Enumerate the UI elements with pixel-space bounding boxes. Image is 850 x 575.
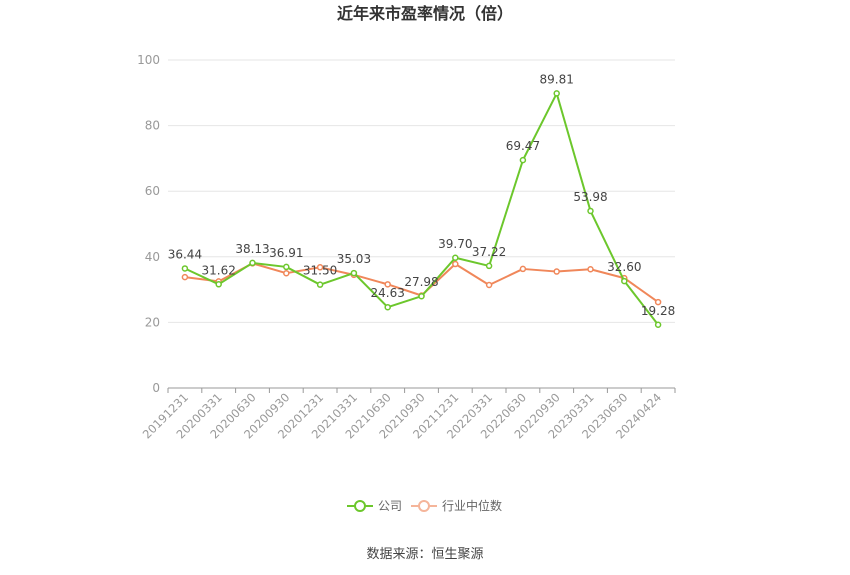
data-label: 89.81 <box>540 72 574 86</box>
data-label: 38.13 <box>235 242 269 256</box>
x-axis <box>167 387 676 393</box>
data-label: 31.50 <box>303 264 337 278</box>
data-point[interactable] <box>485 281 493 289</box>
data-label: 31.62 <box>202 263 236 277</box>
data-label: 36.91 <box>269 246 303 260</box>
data-point[interactable] <box>452 254 459 262</box>
data-point[interactable] <box>181 273 189 281</box>
data-label: 35.03 <box>337 252 371 266</box>
data-label: 32.60 <box>607 260 641 274</box>
data-label: 27.98 <box>404 275 438 289</box>
data-label: 36.44 <box>168 247 202 261</box>
data-point[interactable] <box>485 262 493 270</box>
data-point[interactable] <box>621 277 628 285</box>
y-tick-label: 100 <box>137 53 160 67</box>
series-lines <box>181 90 662 329</box>
y-tick-label: 60 <box>145 184 160 198</box>
data-label: 39.70 <box>438 237 472 251</box>
legend-label-company: 公司 <box>378 499 402 513</box>
data-point[interactable] <box>384 281 391 288</box>
data-point[interactable] <box>553 90 560 97</box>
y-tick-label: 40 <box>145 250 160 264</box>
data-point[interactable] <box>316 281 324 288</box>
legend-item-industry-median[interactable]: 行业中位数 <box>411 498 502 513</box>
data-point[interactable] <box>553 268 560 275</box>
data-point[interactable] <box>654 298 662 306</box>
data-point[interactable] <box>519 265 527 273</box>
data-label: 53.98 <box>573 190 607 204</box>
data-point[interactable] <box>249 259 256 267</box>
x-axis-ticks: 2019123120200331202006302020093020201231… <box>140 390 664 441</box>
data-point[interactable] <box>452 260 459 268</box>
y-axis-ticks: 0 20 40 60 80 100 <box>137 53 160 395</box>
series-line-0 <box>184 92 659 326</box>
y-tick-label: 80 <box>145 119 160 133</box>
data-point[interactable] <box>283 269 290 277</box>
data-label: 24.63 <box>371 286 405 300</box>
data-point[interactable] <box>587 266 594 273</box>
data-label: 69.47 <box>506 139 540 153</box>
data-point[interactable] <box>316 264 324 271</box>
legend-swatch-marker <box>418 500 430 512</box>
data-point[interactable] <box>384 303 391 311</box>
y-tick-label: 20 <box>145 315 160 329</box>
data-point[interactable] <box>519 156 527 164</box>
data-point[interactable] <box>181 265 189 272</box>
legend-item-company[interactable]: 公司 <box>347 499 402 513</box>
legend-swatch-marker <box>354 500 366 512</box>
y-tick-label: 0 <box>152 381 160 395</box>
chart-title: 近年来市盈率情况（倍） <box>337 4 513 23</box>
grid-lines <box>168 59 675 323</box>
data-point[interactable] <box>350 269 358 277</box>
data-point[interactable] <box>215 281 222 288</box>
data-source: 数据来源：恒生聚源 <box>366 547 483 562</box>
data-point[interactable] <box>283 263 290 271</box>
legend: 公司 行业中位数 <box>347 498 502 513</box>
data-point[interactable] <box>418 292 425 300</box>
data-label: 19.28 <box>641 304 675 318</box>
data-label: 37.22 <box>472 245 506 259</box>
data-point[interactable] <box>654 321 662 329</box>
legend-label-industry-median: 行业中位数 <box>442 498 502 513</box>
data-point[interactable] <box>587 207 594 215</box>
